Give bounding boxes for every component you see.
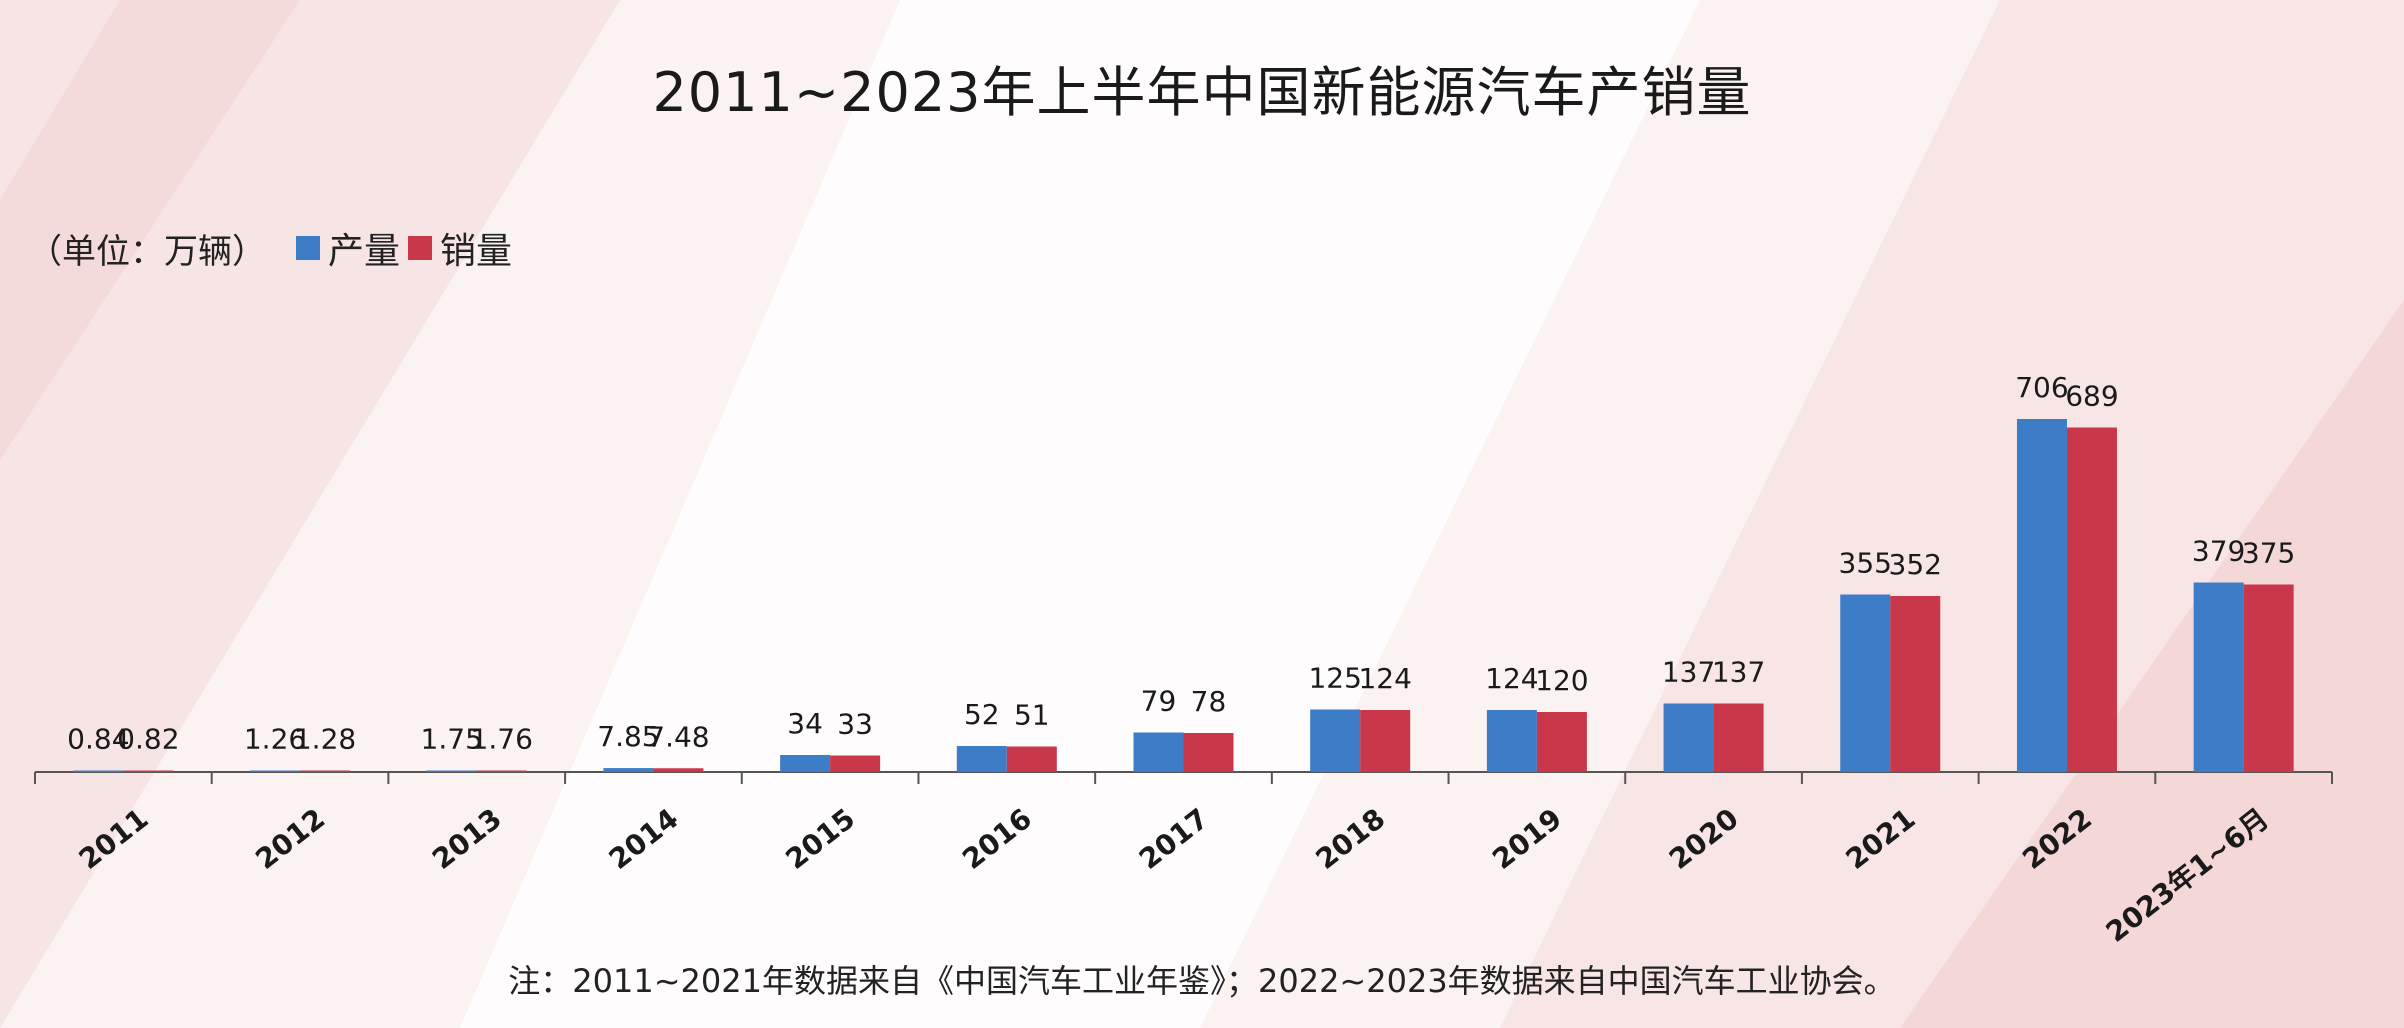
bar-production-8 bbox=[1486, 710, 1537, 772]
x-tick-label-0: 2011 bbox=[73, 802, 155, 876]
data-label-production-10: 355 bbox=[1839, 547, 1892, 580]
data-label-sales-7: 124 bbox=[1358, 662, 1411, 695]
x-tick-label-7: 2018 bbox=[1310, 802, 1392, 876]
x-tick-label-1: 2012 bbox=[249, 802, 331, 876]
data-label-sales-0: 0.82 bbox=[117, 723, 179, 756]
bar-production-4 bbox=[780, 755, 831, 772]
data-label-production-8: 124 bbox=[1485, 662, 1538, 695]
bar-production-5 bbox=[956, 746, 1007, 772]
data-label-production-1: 1.26 bbox=[244, 723, 306, 756]
bar-sales-12 bbox=[2243, 584, 2294, 772]
x-tick-label-11: 2022 bbox=[2016, 802, 2098, 876]
x-tick-label-3: 2014 bbox=[603, 802, 685, 876]
bar-production-7 bbox=[1310, 709, 1361, 772]
data-label-production-4: 34 bbox=[787, 707, 823, 740]
bar-sales-7 bbox=[1360, 710, 1411, 772]
bar-sales-5 bbox=[1006, 746, 1057, 772]
legend-item-sales: 销量 bbox=[408, 222, 512, 274]
data-label-sales-8: 120 bbox=[1535, 664, 1588, 697]
legend-label-sales: 销量 bbox=[440, 231, 513, 272]
x-tick-label-2: 2013 bbox=[426, 802, 508, 876]
data-label-production-6: 79 bbox=[1141, 685, 1177, 718]
unit-label: （单位：万辆） bbox=[28, 232, 266, 272]
legend: 产量 销量 bbox=[296, 222, 520, 274]
data-label-sales-9: 137 bbox=[1712, 656, 1765, 689]
data-label-production-0: 0.84 bbox=[67, 723, 129, 756]
data-label-sales-3: 7.48 bbox=[647, 720, 709, 753]
data-label-sales-12: 375 bbox=[2242, 537, 2295, 570]
bar-sales-0 bbox=[123, 770, 174, 772]
bar-sales-9 bbox=[1713, 703, 1764, 772]
source-note: 注：2011~2021年数据来自《中国汽车工业年鉴》；2022~2023年数据来… bbox=[508, 962, 1896, 1000]
data-label-sales-2: 1.76 bbox=[471, 723, 533, 756]
x-tick-label-9: 2020 bbox=[1663, 802, 1745, 876]
bar-production-3 bbox=[603, 768, 654, 772]
data-label-production-2: 1.75 bbox=[421, 723, 483, 756]
bar-production-11 bbox=[2016, 419, 2067, 772]
bar-sales-2 bbox=[476, 770, 527, 772]
bar-production-1 bbox=[250, 770, 301, 772]
data-label-sales-6: 78 bbox=[1191, 685, 1227, 718]
legend-swatch-production bbox=[296, 236, 320, 260]
bar-sales-11 bbox=[2066, 427, 2117, 772]
bar-sales-4 bbox=[830, 755, 881, 772]
chart-title: 2011~2023年上半年中国新能源汽车产销量 bbox=[652, 61, 1752, 124]
x-tick-label-10: 2021 bbox=[1840, 802, 1922, 876]
bar-sales-8 bbox=[1536, 712, 1587, 772]
bar-sales-6 bbox=[1183, 733, 1234, 772]
data-label-sales-10: 352 bbox=[1889, 548, 1942, 581]
x-tick-label-5: 2016 bbox=[956, 802, 1038, 876]
bar-sales-1 bbox=[300, 770, 351, 772]
data-label-sales-1: 1.28 bbox=[294, 723, 356, 756]
x-tick-label-4: 2015 bbox=[779, 802, 861, 876]
bar-sales-3 bbox=[653, 768, 704, 772]
bar-production-10 bbox=[1840, 594, 1891, 772]
bar-production-6 bbox=[1133, 732, 1184, 772]
legend-swatch-sales bbox=[408, 236, 433, 260]
x-tick-label-12: 2023年1~6月 bbox=[2100, 802, 2275, 949]
bar-production-12 bbox=[2193, 582, 2244, 772]
data-label-sales-5: 51 bbox=[1014, 699, 1050, 732]
bar-sales-10 bbox=[1890, 596, 1941, 772]
data-label-production-11: 706 bbox=[2015, 371, 2068, 404]
bar-production-9 bbox=[1663, 703, 1714, 772]
bar-production-0 bbox=[73, 770, 124, 772]
x-tick-label-8: 2019 bbox=[1486, 802, 1568, 876]
data-label-production-7: 125 bbox=[1308, 662, 1361, 695]
data-label-sales-11: 689 bbox=[2065, 380, 2118, 413]
x-tick-label-6: 2017 bbox=[1133, 802, 1215, 876]
legend-item-production: 产量 bbox=[296, 222, 400, 274]
bar-production-2 bbox=[426, 770, 477, 772]
data-label-production-5: 52 bbox=[964, 698, 1000, 731]
data-label-production-12: 379 bbox=[2192, 535, 2245, 568]
data-label-sales-4: 33 bbox=[837, 708, 873, 741]
data-label-production-3: 7.85 bbox=[597, 720, 659, 753]
legend-label-production: 产量 bbox=[328, 231, 401, 272]
data-label-production-9: 137 bbox=[1662, 656, 1715, 689]
